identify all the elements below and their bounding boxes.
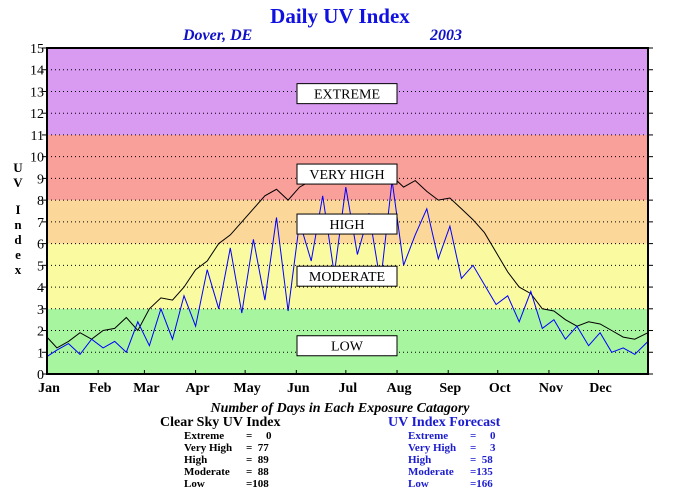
table-row: Extreme = 0: [408, 430, 496, 442]
table-row: Extreme = 0: [184, 430, 272, 442]
x-tick-label: Oct: [489, 381, 511, 396]
y-tick-label: 6: [37, 238, 44, 253]
row-value: = 3: [470, 442, 496, 454]
y-tick-label: 14: [30, 64, 44, 79]
y-tick-label: 12: [30, 107, 44, 122]
x-tick-label: Dec: [589, 381, 612, 396]
y-tick-label: 3: [37, 303, 44, 318]
y-tick-label: 5: [37, 259, 44, 274]
x-tick-label: Nov: [539, 381, 563, 396]
y-tick-label: 8: [37, 194, 44, 209]
row-value: = 58: [470, 454, 493, 466]
row-label: Very High: [408, 442, 457, 454]
band-label-very-high: VERY HIGH: [296, 163, 398, 185]
y-tick-label: 1: [37, 346, 44, 361]
row-label: Moderate: [184, 466, 230, 478]
row-value: = 0: [470, 430, 496, 442]
row-label: Extreme: [184, 430, 225, 442]
band-labels: LOW MODERATE HIGH VERY HIGH EXTREME: [296, 83, 398, 357]
band-label-high: HIGH: [296, 213, 398, 235]
location-label: Dover, DE: [183, 27, 253, 44]
table-row: Low =166: [408, 478, 496, 490]
y-tick-label: 4: [37, 281, 44, 296]
x-tick-label: Mar: [133, 381, 159, 396]
table-row: Very High = 3: [408, 442, 496, 454]
gridlines: [47, 69, 648, 353]
clear-sky-heading: Clear Sky UV Index: [160, 415, 281, 430]
x-tick-label: May: [234, 381, 261, 396]
x-tick-label: Sep: [439, 381, 461, 396]
y-tick-label: 9: [37, 172, 44, 187]
row-label: Low: [408, 478, 429, 490]
year-label: 2003: [430, 27, 462, 44]
row-label: Moderate: [408, 466, 454, 478]
band-label-moderate: MODERATE: [296, 265, 398, 287]
row-value: = 77: [246, 442, 269, 454]
band-label-text: HIGH: [330, 218, 365, 233]
band-label-box: [296, 213, 398, 235]
y-tick-label: 0: [37, 368, 44, 383]
band-label-text: MODERATE: [309, 270, 385, 285]
table-row: High = 89: [184, 454, 272, 466]
row-value: =166: [470, 478, 493, 490]
y-tick-label: 7: [37, 216, 44, 231]
forecast-heading: UV Index Forecast: [388, 415, 501, 430]
table-row: High = 58: [408, 454, 496, 466]
y-tick-label: 10: [30, 151, 44, 166]
band-label-box: [296, 265, 398, 287]
row-label: Very High: [184, 442, 233, 454]
band-label-text: EXTREME: [314, 88, 380, 103]
row-value: =108: [246, 478, 269, 490]
chart-title: Daily UV Index: [270, 4, 410, 28]
y-tick-label: 11: [31, 129, 44, 144]
forecast-table: Extreme = 0 Very High = 3 High = 58 Moderat…: [408, 430, 496, 490]
forecast-series-line: [46, 180, 649, 358]
x-tick-label: Jan: [38, 381, 60, 396]
row-value: =135: [470, 466, 493, 478]
band-label-text: VERY HIGH: [309, 168, 384, 183]
row-value: = 88: [246, 466, 269, 478]
plot-frame: [46, 47, 649, 375]
band-label-box: [296, 83, 398, 105]
band-label-low: LOW: [296, 335, 398, 357]
table-row: Very High = 77: [184, 442, 272, 454]
row-value: = 0: [246, 430, 272, 442]
x-tick-label: Aug: [387, 381, 412, 396]
row-label: Low: [184, 478, 205, 490]
table-row: Moderate = 88: [184, 466, 272, 478]
band-label-extreme: EXTREME: [296, 83, 398, 105]
band-label-box: [296, 163, 398, 185]
table-row: Low =108: [184, 478, 272, 490]
row-label: Extreme: [408, 430, 449, 442]
row-label: High: [184, 454, 208, 466]
summary-title: Number of Days in Each Exposure Catagory: [210, 401, 470, 416]
table-row: Moderate =135: [408, 466, 496, 478]
x-tick-label: Jun: [287, 381, 310, 396]
row-label: High: [408, 454, 432, 466]
row-value: = 89: [246, 454, 269, 466]
y-tick-label: 15: [30, 42, 44, 57]
band-label-box: [296, 335, 398, 357]
x-tick-label: Feb: [89, 381, 112, 396]
x-tick-label: Apr: [186, 381, 210, 396]
band-label-text: LOW: [331, 340, 364, 355]
x-tick-label: Jul: [339, 381, 358, 396]
clear-sky-table: Extreme = 0 Very High = 77 High = 89 Modera…: [184, 430, 272, 490]
y-tick-label: 2: [37, 325, 44, 340]
y-tick-label: 13: [30, 85, 44, 100]
